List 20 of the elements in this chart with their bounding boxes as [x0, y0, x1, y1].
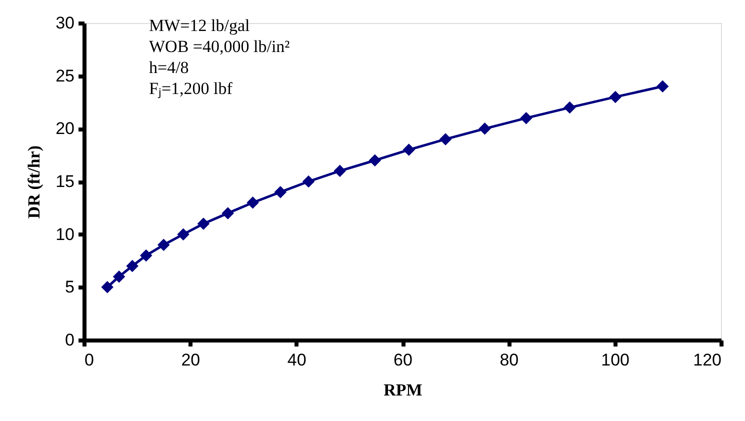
y-tick-label: 10: [56, 224, 74, 244]
y-tick-label: 5: [65, 278, 74, 297]
x-tick-label: 0: [84, 350, 94, 370]
annotation: Fⱼ=1,200 lbf: [149, 79, 233, 99]
y-tick-label: 15: [56, 172, 74, 191]
y-tick-label: 25: [56, 66, 74, 86]
y-tick-label: 30: [56, 14, 74, 32]
x-tick-label: 120: [693, 350, 722, 370]
x-tick-label: 100: [601, 350, 630, 370]
annotation: h=4/8: [149, 58, 189, 77]
x-tick-label: 80: [500, 350, 519, 370]
annotation: WOB =40,000 lb/in²: [149, 37, 290, 56]
x-tick-label: 60: [394, 350, 412, 370]
y-tick-label: 20: [56, 119, 74, 138]
x-axis-title: RPM: [384, 380, 422, 400]
x-tick-label: 20: [181, 350, 200, 370]
y-axis-title: DR (ft/hr): [24, 145, 44, 219]
annotation: MW=12 lb/gal: [149, 16, 250, 35]
y-tick-label: 0: [65, 330, 74, 350]
x-tick-label: 40: [287, 350, 306, 370]
